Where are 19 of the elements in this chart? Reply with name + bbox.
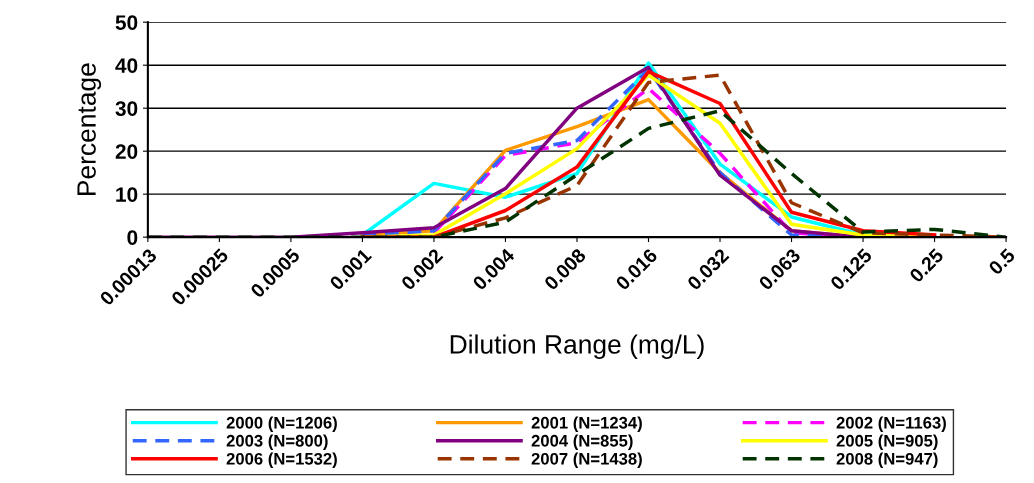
legend-label: 2004 (N=855) bbox=[531, 434, 633, 450]
legend-label: 2001 (N=1234) bbox=[531, 416, 642, 432]
x-tick-label: 0.25 bbox=[908, 247, 945, 284]
y-tick-label: 30 bbox=[115, 101, 138, 116]
y-tick-label: 0 bbox=[127, 230, 138, 245]
legend-label: 2003 (N=800) bbox=[226, 434, 328, 450]
legend-label: 2006 (N=1532) bbox=[226, 452, 337, 468]
y-tick-label: 50 bbox=[115, 15, 138, 30]
y-tick-label: 10 bbox=[116, 187, 138, 202]
y-axis-title: Percentage bbox=[77, 63, 102, 195]
y-tick-label: 20 bbox=[115, 144, 138, 159]
legend-label: 2005 (N=905) bbox=[836, 434, 938, 450]
legend-label: 2007 (N=1438) bbox=[531, 452, 642, 468]
legend-label: 2000 (N=1206) bbox=[226, 416, 337, 432]
x-tick-label: 0.5 bbox=[987, 247, 1016, 276]
legend-label: 2008 (N=947) bbox=[836, 452, 938, 468]
legend-label: 2002 (N=1163) bbox=[836, 416, 946, 432]
x-axis-title: Dilution Range (mg/L) bbox=[450, 334, 704, 359]
y-tick-label: 40 bbox=[115, 58, 138, 73]
